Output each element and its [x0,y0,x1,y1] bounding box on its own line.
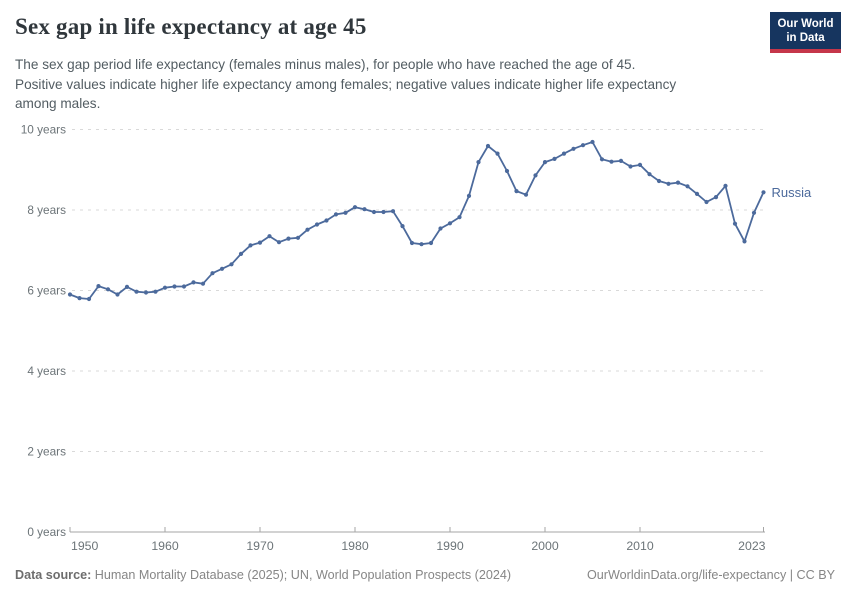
data-source-text: Data source: Human Mortality Database (2… [15,568,512,582]
svg-text:1950: 1950 [71,539,99,553]
svg-text:2010: 2010 [626,539,654,553]
data-source-label: Data source: [15,568,92,582]
svg-text:6 years: 6 years [27,284,66,298]
svg-text:1980: 1980 [341,539,369,553]
x-axis-labels: 1950 1960 1970 1980 1990 2000 2010 2023 [71,539,766,553]
x-axis [69,527,765,533]
owid-logo-line1: Our World [777,17,834,30]
svg-text:8 years: 8 years [27,203,66,217]
svg-text:2 years: 2 years [27,445,66,459]
russia-end-label: Russia [772,185,813,200]
svg-text:2000: 2000 [531,539,559,553]
russia-series-markers [67,139,766,302]
chart-subtitle: The sex gap period life expectancy (fema… [15,57,677,111]
svg-text:1960: 1960 [151,539,179,553]
chart-title: Sex gap in life expectancy at age 45 [15,14,367,39]
svg-text:4 years: 4 years [27,364,66,378]
chart-footer: Data source: Human Mortality Database (2… [15,568,835,582]
svg-text:10 years: 10 years [21,123,66,137]
owid-logo-line2: in Data [786,31,825,44]
owid-logo[interactable]: Our World in Data [770,12,841,53]
russia-series-line[interactable] [69,141,765,300]
svg-text:1970: 1970 [246,539,274,553]
y-gridlines [72,129,765,452]
y-axis-labels: 0 years 2 years 4 years 6 years 8 years 10 ye… [21,123,66,540]
svg-text:2023: 2023 [738,539,766,553]
svg-text:1990: 1990 [436,539,464,553]
footer-license-link[interactable]: OurWorldinData.org/life-expectancy | CC … [586,568,835,582]
svg-text:0 years: 0 years [27,525,66,539]
